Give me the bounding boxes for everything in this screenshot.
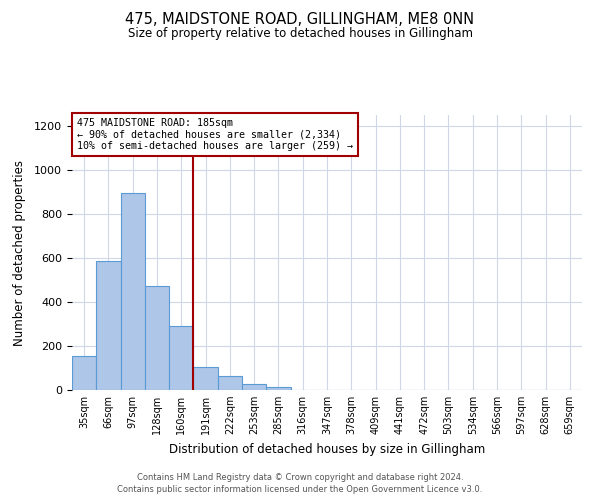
X-axis label: Distribution of detached houses by size in Gillingham: Distribution of detached houses by size … <box>169 442 485 456</box>
Bar <box>193 367 218 390</box>
Text: 475, MAIDSTONE ROAD, GILLINGHAM, ME8 0NN: 475, MAIDSTONE ROAD, GILLINGHAM, ME8 0NN <box>125 12 475 28</box>
Text: 475 MAIDSTONE ROAD: 185sqm
← 90% of detached houses are smaller (2,334)
10% of s: 475 MAIDSTONE ROAD: 185sqm ← 90% of deta… <box>77 118 353 151</box>
Bar <box>242 384 266 390</box>
Bar <box>266 387 290 390</box>
Y-axis label: Number of detached properties: Number of detached properties <box>13 160 26 346</box>
Bar <box>169 326 193 390</box>
Text: Size of property relative to detached houses in Gillingham: Size of property relative to detached ho… <box>128 28 473 40</box>
Bar <box>121 193 145 390</box>
Bar <box>145 286 169 390</box>
Text: Contains HM Land Registry data © Crown copyright and database right 2024.: Contains HM Land Registry data © Crown c… <box>137 472 463 482</box>
Bar <box>96 262 121 390</box>
Bar <box>72 356 96 390</box>
Text: Contains public sector information licensed under the Open Government Licence v3: Contains public sector information licen… <box>118 485 482 494</box>
Bar <box>218 376 242 390</box>
